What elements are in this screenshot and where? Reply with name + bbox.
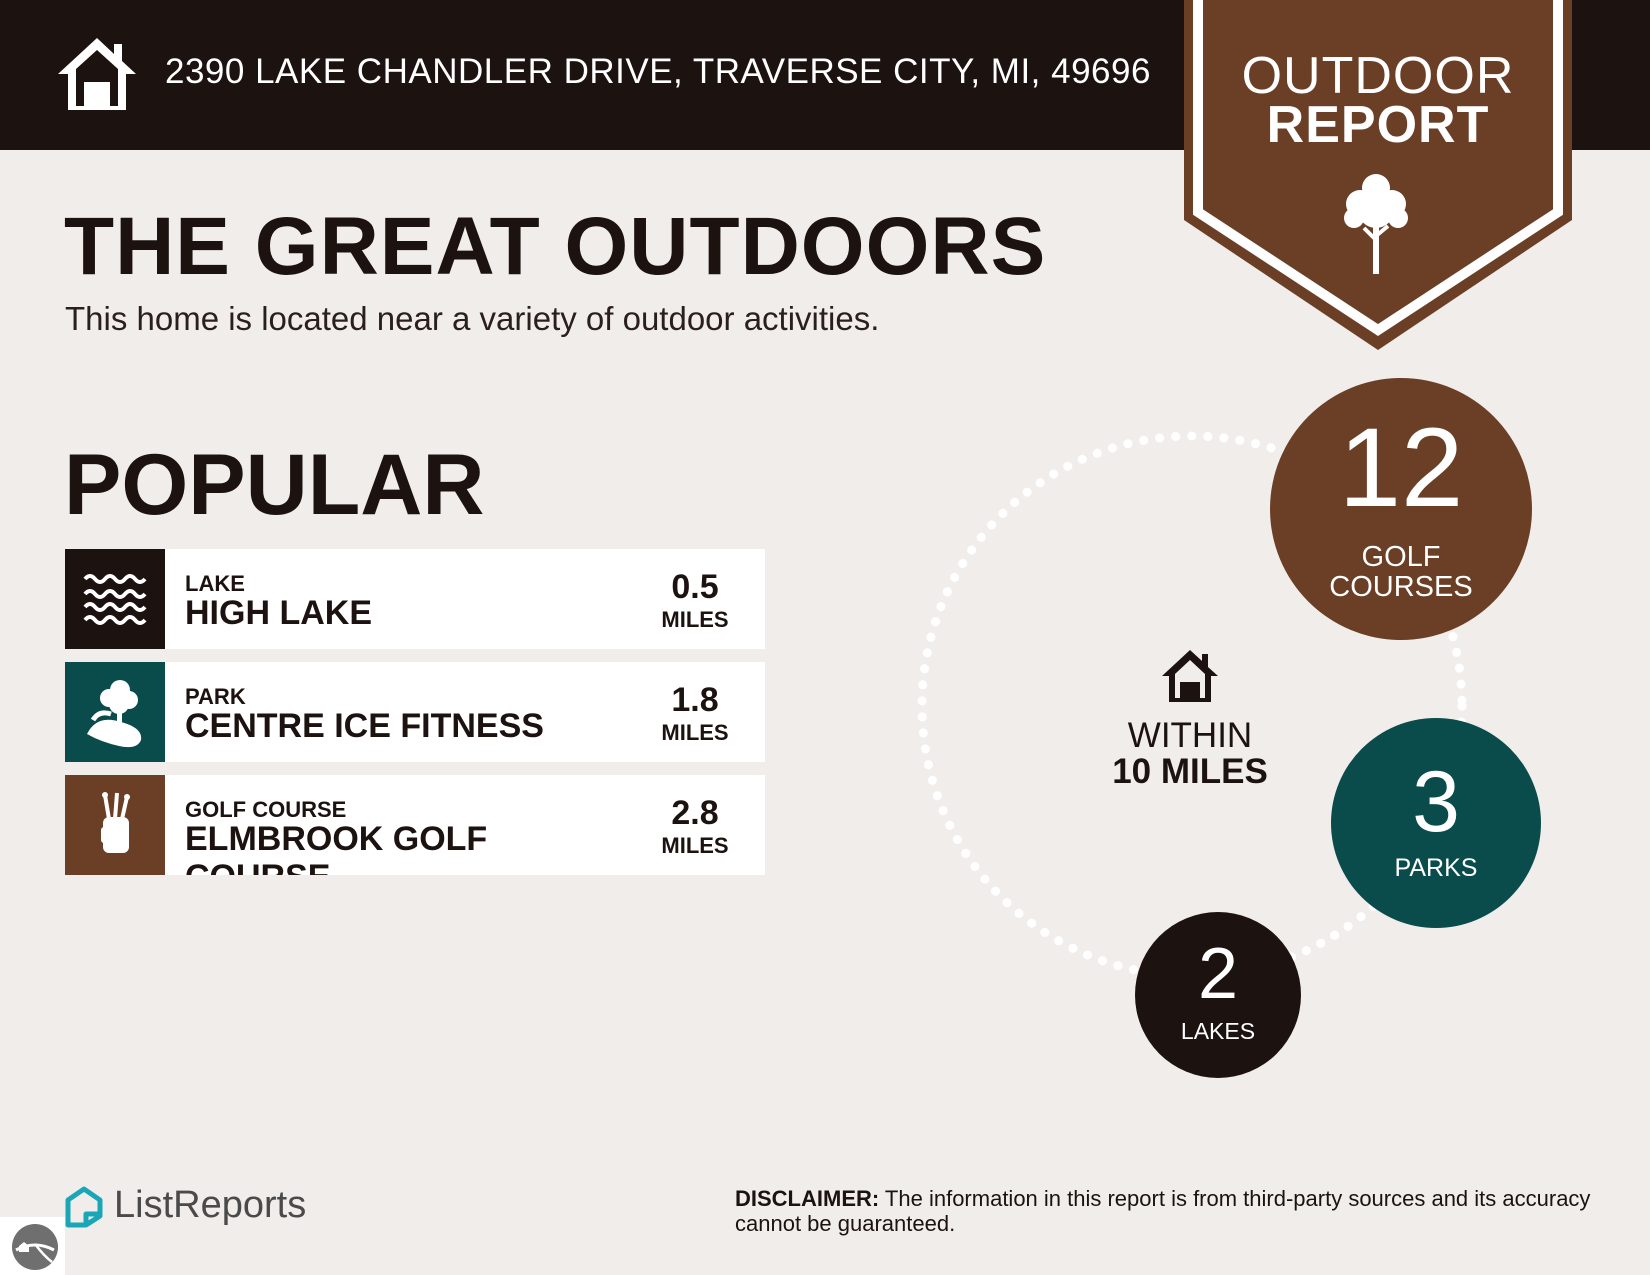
park-icon-box: [65, 662, 165, 762]
golf-courses-count: 12: [1338, 405, 1464, 530]
popular-heading: POPULAR: [64, 437, 485, 533]
lake-icon-box: [65, 549, 165, 649]
property-address: 2390 LAKE CHANDLER DRIVE, TRAVERSE CITY,…: [165, 52, 1151, 91]
item-distance-unit: MILES: [661, 607, 729, 632]
badge-line2: REPORT: [1266, 96, 1490, 154]
item-distance: 2.8: [671, 794, 719, 832]
disclaimer-text: The information in this report is from t…: [735, 1186, 1591, 1236]
park-tree-icon: [87, 680, 142, 748]
item-distance-unit: MILES: [661, 720, 729, 745]
badge-line1: OUTDOOR: [1241, 47, 1515, 105]
listreports-logo-icon: [65, 1186, 103, 1228]
item-distance: 1.8: [671, 681, 719, 719]
item-name: CENTRE ICE FITNESS: [185, 707, 544, 745]
house-icon: [1162, 650, 1218, 702]
golf-courses-label-line2: COURSES: [1329, 571, 1473, 603]
item-type: PARK: [185, 684, 246, 709]
waves-icon: [83, 574, 147, 625]
radius-label-line2: 10 MILES: [1112, 752, 1268, 791]
list-item: LAKE HIGH LAKE 0.5 MILES: [65, 549, 765, 649]
house-icon: [58, 38, 136, 110]
item-type: GOLF COURSE: [185, 797, 347, 822]
radius-label-line1: WITHIN: [1127, 716, 1253, 755]
golf-icon-box: [65, 775, 165, 875]
list-item: GOLF COURSE ELMBROOK GOLF COURSE 2.8 MIL…: [65, 775, 765, 875]
tree-icon: [1344, 174, 1408, 274]
badge-text: OUTDOOR REPORT: [1184, 47, 1572, 154]
listreports-logo-text: ListReports: [114, 1184, 307, 1226]
mls-logo-icon: [12, 1224, 58, 1270]
disclaimer: DISCLAIMER: The information in this repo…: [735, 1186, 1595, 1236]
page-title: THE GREAT OUTDOORS: [64, 201, 1047, 292]
item-name: ELMBROOK GOLF COURSE: [185, 820, 488, 875]
lakes-count: 2: [1197, 934, 1239, 1014]
disclaimer-label: DISCLAIMER:: [735, 1186, 880, 1211]
item-type: LAKE: [185, 571, 245, 596]
list-item: PARK CENTRE ICE FITNESS 1.8 MILES: [65, 662, 765, 762]
lakes-label: LAKES: [1180, 1018, 1256, 1044]
item-distance: 0.5: [671, 568, 719, 606]
lakes-count-circle: 2 LAKES: [1135, 912, 1301, 1078]
parks-count-circle: 3 PARKS: [1331, 718, 1541, 928]
parks-label: PARKS: [1394, 854, 1478, 882]
parks-count: 3: [1412, 754, 1460, 850]
golf-bag-icon: [101, 792, 130, 853]
item-name: HIGH LAKE: [185, 594, 372, 632]
golf-courses-count-circle: 12 GOLF COURSES: [1270, 378, 1532, 640]
golf-courses-label-line1: GOLF: [1361, 541, 1441, 573]
item-distance-unit: MILES: [661, 833, 729, 858]
page-subtitle: This home is located near a variety of o…: [65, 300, 880, 337]
